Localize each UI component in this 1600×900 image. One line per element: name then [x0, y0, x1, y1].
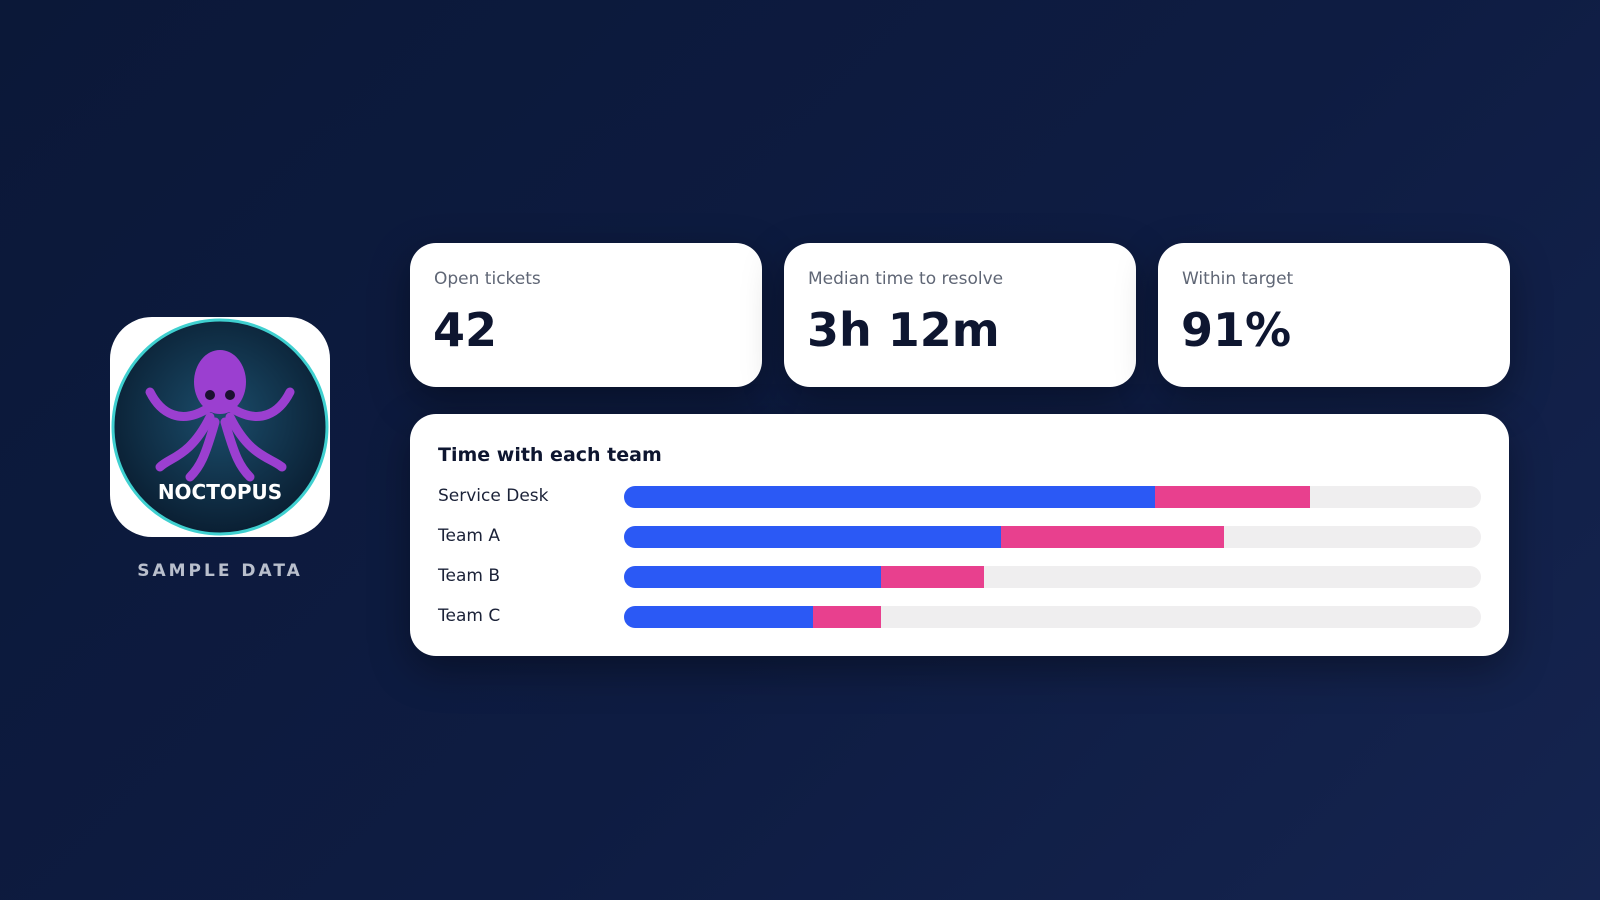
kpi-card: Open tickets 42	[410, 243, 762, 387]
bar-segment	[624, 486, 1156, 508]
bar-track	[624, 526, 1481, 548]
kpi-label: Within target	[1182, 269, 1294, 289]
bar-row: Team B	[410, 565, 1509, 589]
kpi-value: 91%	[1181, 303, 1292, 357]
chart-title: Time with each team	[438, 444, 662, 466]
bar-segment	[624, 606, 813, 628]
logo-text: NOCTOPUS	[158, 480, 282, 504]
kpi-label: Open tickets	[434, 269, 541, 289]
chart-panel: Time with each team Service Desk Team A Te…	[410, 414, 1509, 656]
bar-track	[624, 606, 1481, 628]
kpi-value: 3h 12m	[807, 303, 1000, 357]
bar-row: Service Desk	[410, 485, 1509, 509]
kpi-card: Median time to resolve 3h 12m	[784, 243, 1136, 387]
octopus-arms	[145, 387, 295, 482]
logo-circle	[111, 318, 329, 536]
bar-track	[624, 566, 1481, 588]
kpi-label: Median time to resolve	[808, 269, 1004, 289]
bar-segment	[812, 606, 882, 628]
logo-caption: SAMPLE DATA	[137, 561, 303, 581]
kpi-card: Within target 91%	[1158, 243, 1510, 387]
category-label: Team A	[438, 526, 500, 546]
category-label: Team B	[438, 566, 500, 586]
kpi-value: 42	[433, 303, 498, 357]
category-label: Service Desk	[438, 486, 549, 506]
bar-segment	[1155, 486, 1310, 508]
bar-segment	[624, 526, 1002, 548]
bar-row: Team A	[410, 525, 1509, 549]
octopus-head	[194, 350, 246, 414]
bar-row: Team C	[410, 605, 1509, 629]
category-label: Team C	[438, 606, 501, 626]
bar-segment	[624, 566, 882, 588]
bar-segment	[1001, 526, 1224, 548]
bar-track	[624, 486, 1481, 508]
logo-art: NOCTOPUS	[111, 318, 329, 536]
bar-segment	[881, 566, 984, 588]
logo: NOCTOPUS	[110, 317, 330, 537]
